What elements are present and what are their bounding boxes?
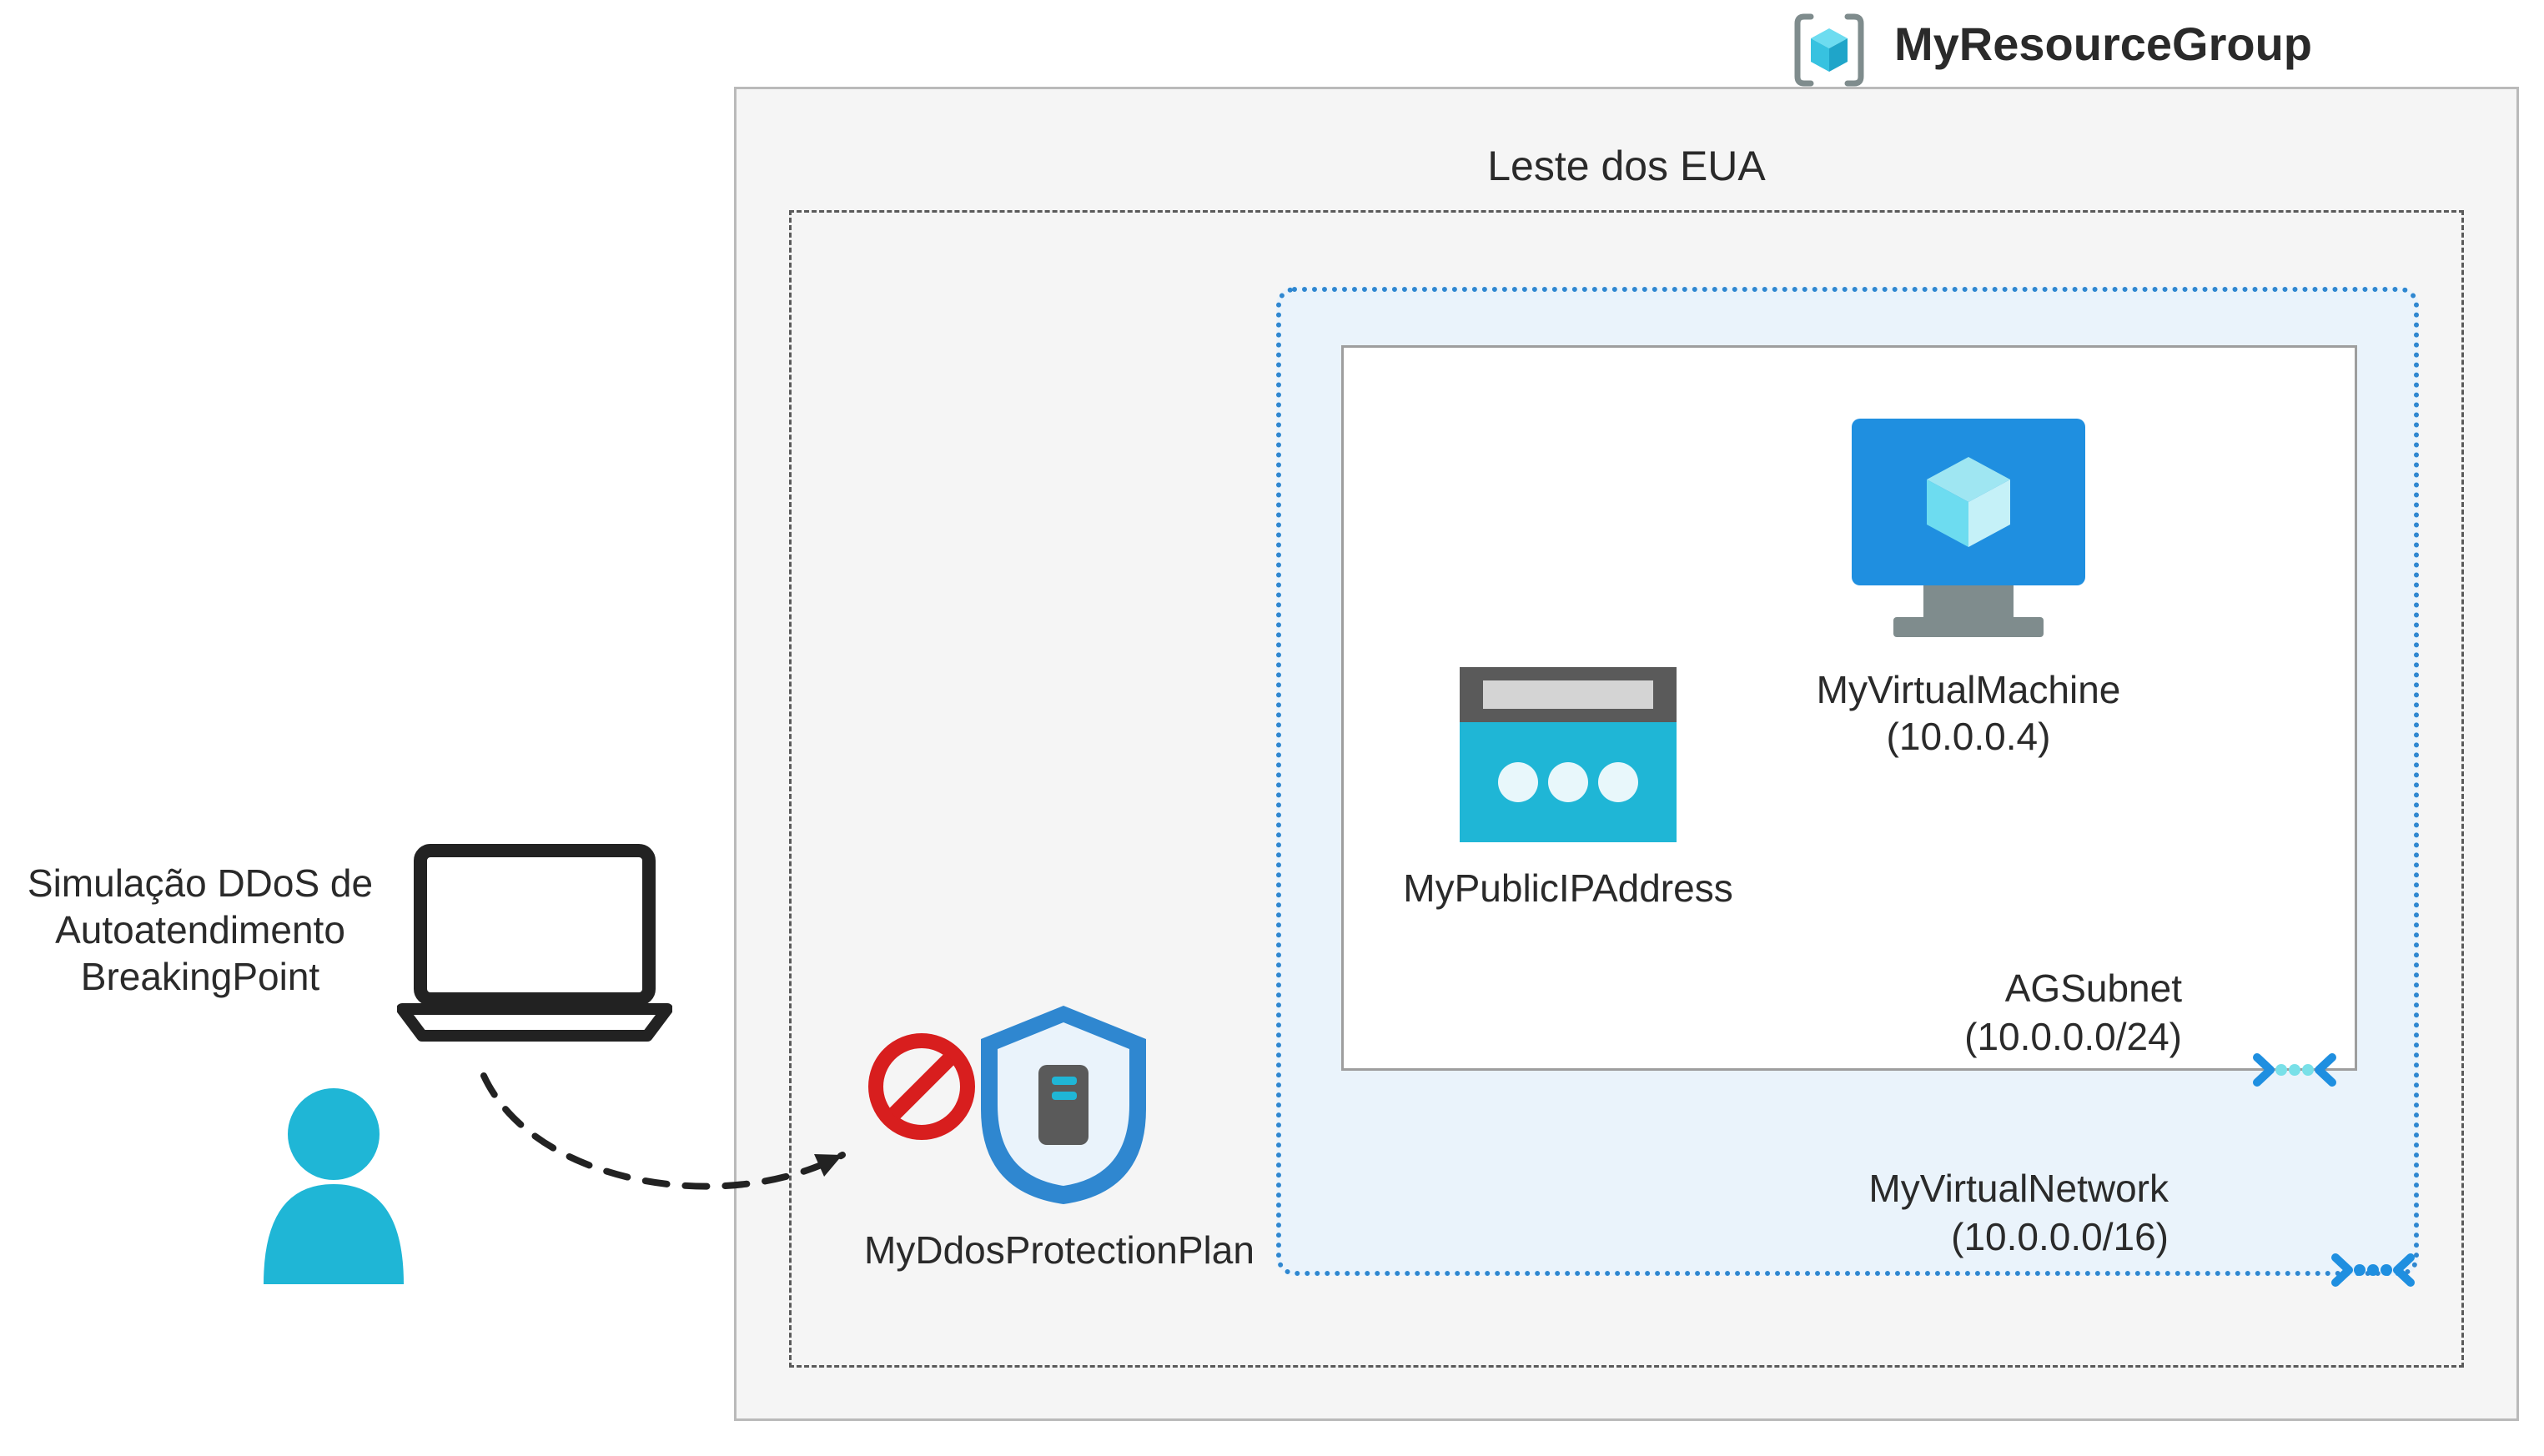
attack-arrow (0, 0, 2544, 1452)
diagram-canvas: MyResourceGroup Leste dos EUA MyVirtualM… (0, 0, 2544, 1452)
